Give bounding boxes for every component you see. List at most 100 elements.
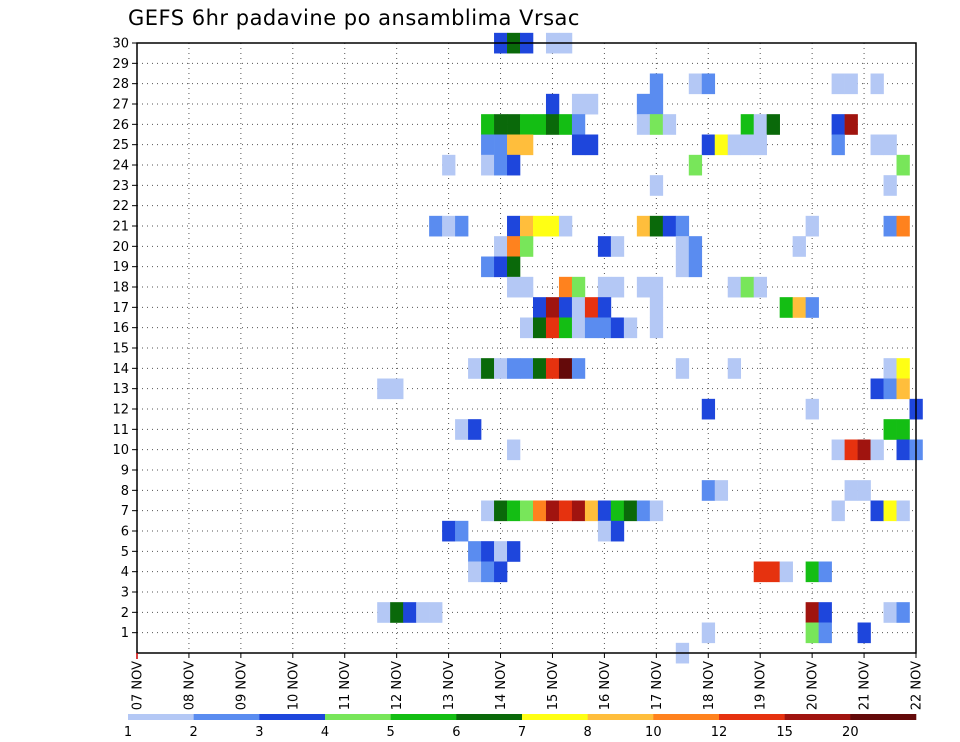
- heatmap-cell: [883, 358, 897, 379]
- heatmap-cell: [636, 276, 651, 298]
- heatmap-cell: [649, 73, 664, 95]
- heatmap-cell: [507, 358, 521, 379]
- heatmap-cell: [883, 378, 897, 400]
- x-tick-label: 20 NOV: [806, 661, 821, 710]
- heatmap-cell: [662, 114, 677, 135]
- heatmap-cell: [494, 114, 508, 135]
- heatmap-cell: [610, 520, 625, 542]
- heatmap-cell: [870, 73, 884, 95]
- heatmap-cell: [545, 317, 560, 339]
- legend-swatch: [390, 714, 457, 720]
- heatmap-cell: [494, 541, 508, 562]
- heatmap-cell: [532, 317, 547, 339]
- heatmap-cell: [507, 541, 521, 562]
- heatmap-cell: [740, 276, 755, 298]
- heatmap-cell: [494, 358, 508, 379]
- heatmap-cell: [766, 561, 780, 583]
- x-tick-label: 12 NOV: [390, 661, 405, 710]
- heatmap-cell: [597, 276, 612, 298]
- heatmap-cell: [805, 215, 819, 237]
- heatmap-cell: [455, 419, 469, 440]
- heatmap-cell: [662, 215, 677, 237]
- heatmap-cell: [571, 358, 586, 379]
- heatmap-cell: [727, 358, 742, 379]
- heatmap-cell: [792, 236, 806, 257]
- heatmap-cell: [481, 134, 495, 156]
- heatmap-cell: [481, 256, 495, 278]
- heatmap-cell: [623, 317, 638, 339]
- heatmap-cell: [883, 134, 897, 156]
- heatmap-cell: [675, 256, 690, 278]
- y-tick-label: 18: [112, 281, 129, 296]
- heatmap-cell: [649, 175, 664, 196]
- x-tick-label: 19 NOV: [754, 661, 769, 710]
- heatmap-cell: [883, 602, 897, 623]
- heatmap-cell: [844, 73, 858, 95]
- heatmap-cell: [442, 154, 456, 176]
- heatmap-cell: [507, 114, 521, 135]
- heatmap-cell: [442, 520, 456, 542]
- heatmap-cell: [532, 114, 547, 135]
- x-tick-label: 18 NOV: [702, 661, 717, 710]
- heatmap-cell: [701, 622, 716, 644]
- legend-label: 10: [645, 725, 662, 740]
- heatmap-cell: [818, 622, 832, 644]
- heatmap-cell: [753, 276, 767, 298]
- heatmap-cell: [636, 215, 651, 237]
- legend-swatch: [456, 714, 523, 720]
- x-tick-label: 14 NOV: [494, 661, 509, 710]
- heatmap-cell: [805, 622, 819, 644]
- heatmap-cell: [545, 215, 560, 237]
- heatmap-cell: [507, 134, 521, 156]
- heatmap-cell: [701, 398, 716, 420]
- y-tick-label: 16: [112, 321, 129, 336]
- heatmap-cell: [390, 378, 404, 400]
- legend-swatch: [784, 714, 851, 720]
- heatmap-cell: [558, 358, 573, 379]
- heatmap-cell: [896, 500, 910, 522]
- heatmap-cell: [584, 297, 599, 318]
- heatmap-cell: [883, 175, 897, 196]
- heatmap-cell: [571, 297, 586, 318]
- y-tick-label: 12: [112, 403, 129, 418]
- heatmap-cell: [390, 602, 404, 623]
- y-tick-label: 23: [112, 179, 129, 194]
- heatmap-cell: [494, 134, 508, 156]
- heatmap-cell: [896, 154, 910, 176]
- heatmap-cell: [494, 500, 508, 522]
- heatmap-cell: [831, 73, 845, 95]
- heatmap-cell: [831, 439, 845, 461]
- heatmap-cell: [688, 154, 703, 176]
- y-tick-label: 19: [112, 260, 129, 275]
- y-tick-label: 14: [112, 362, 129, 377]
- heatmap-cell: [857, 622, 871, 644]
- heatmap-cell: [649, 317, 664, 339]
- heatmap-cell: [584, 93, 599, 115]
- heatmap-cell: [520, 500, 534, 522]
- grid: [137, 43, 916, 653]
- heatmap-cell: [571, 500, 586, 522]
- legend-swatch: [653, 714, 720, 720]
- heatmap-cell: [870, 134, 884, 156]
- heatmap-cell: [481, 541, 495, 562]
- heatmap-cell: [649, 93, 664, 115]
- heatmap-cell: [857, 480, 871, 501]
- heatmap-cell: [532, 500, 547, 522]
- heatmap-cell: [520, 276, 534, 298]
- heatmap-cell: [649, 215, 664, 237]
- legend-swatch: [587, 714, 654, 720]
- heatmap-cell: [507, 276, 521, 298]
- heatmap-cell: [857, 439, 871, 461]
- heatmap-cell: [494, 561, 508, 583]
- x-tick-label: 11 NOV: [338, 661, 353, 710]
- legend-swatch: [522, 714, 588, 720]
- y-tick-label: 27: [112, 98, 129, 113]
- heatmap-cell: [507, 236, 521, 257]
- y-tick-label: 6: [121, 525, 129, 540]
- y-tick-label: 21: [112, 220, 129, 235]
- legend-label: 7: [518, 725, 526, 740]
- y-tick-label: 22: [112, 199, 129, 214]
- heatmap-cell: [636, 500, 651, 522]
- y-tick-label: 25: [112, 138, 129, 153]
- legend-swatch: [325, 714, 391, 720]
